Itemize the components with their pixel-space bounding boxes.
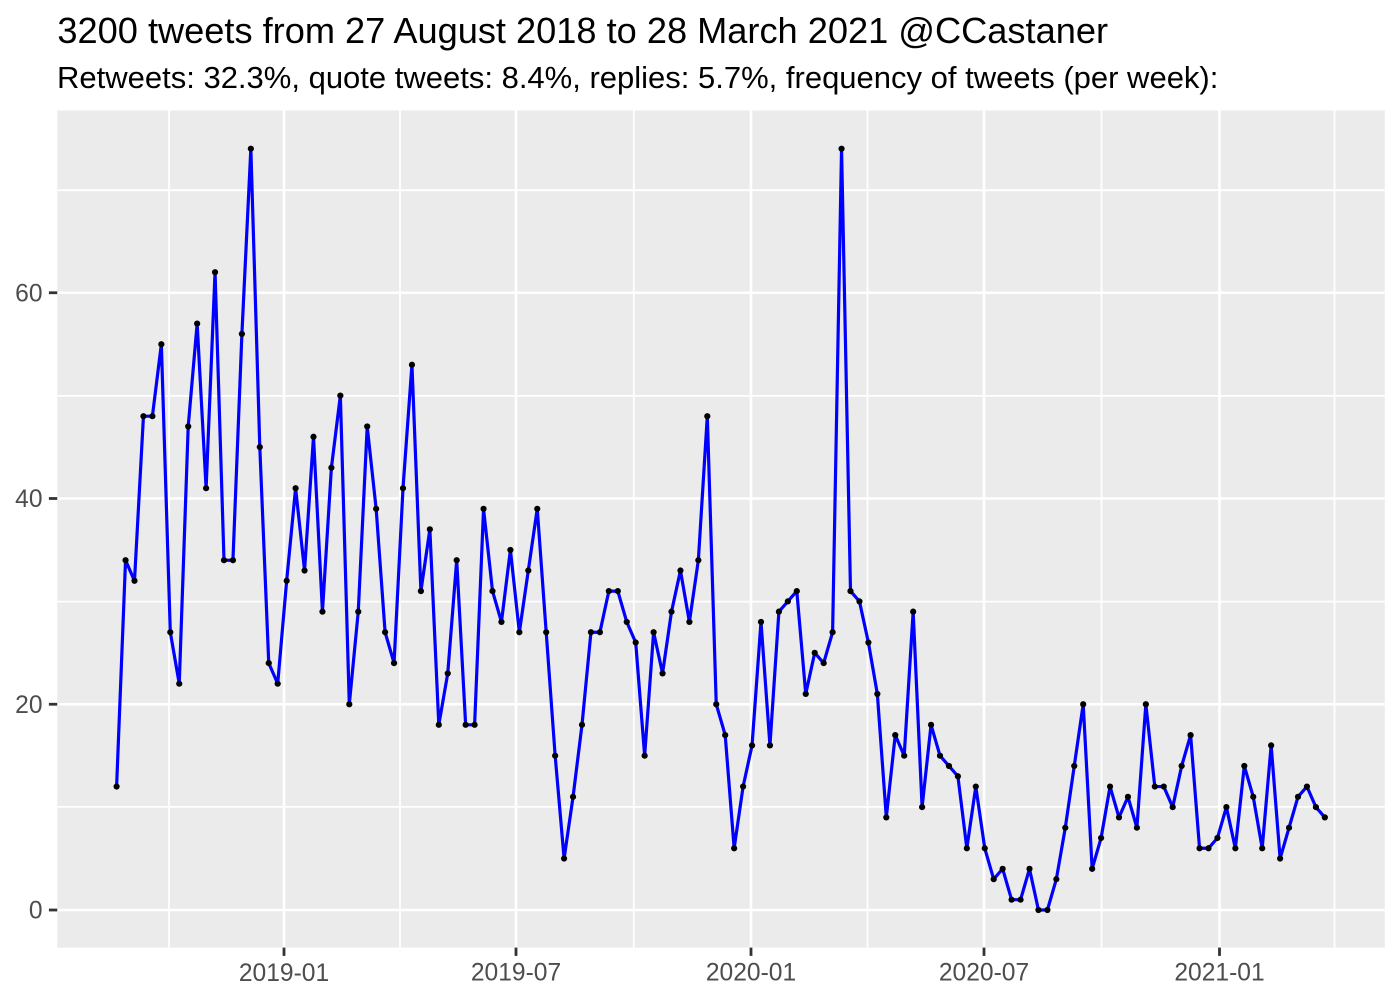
svg-text:40: 40 xyxy=(15,486,42,513)
svg-text:2020-01: 2020-01 xyxy=(706,959,796,986)
svg-text:60: 60 xyxy=(15,280,42,307)
svg-text:2020-07: 2020-07 xyxy=(939,959,1029,986)
svg-text:0: 0 xyxy=(29,898,43,925)
svg-text:20: 20 xyxy=(15,692,42,719)
svg-text:2019-07: 2019-07 xyxy=(471,959,561,986)
svg-text:2019-01: 2019-01 xyxy=(239,960,329,987)
svg-text:Retweets: 32.3%, quote tweets:: Retweets: 32.3%, quote tweets: 8.4%, rep… xyxy=(57,60,1218,95)
svg-text:3200 tweets from 27 August 201: 3200 tweets from 27 August 2018 to 28 Ma… xyxy=(57,10,1108,51)
svg-text:2021-01: 2021-01 xyxy=(1174,959,1264,986)
